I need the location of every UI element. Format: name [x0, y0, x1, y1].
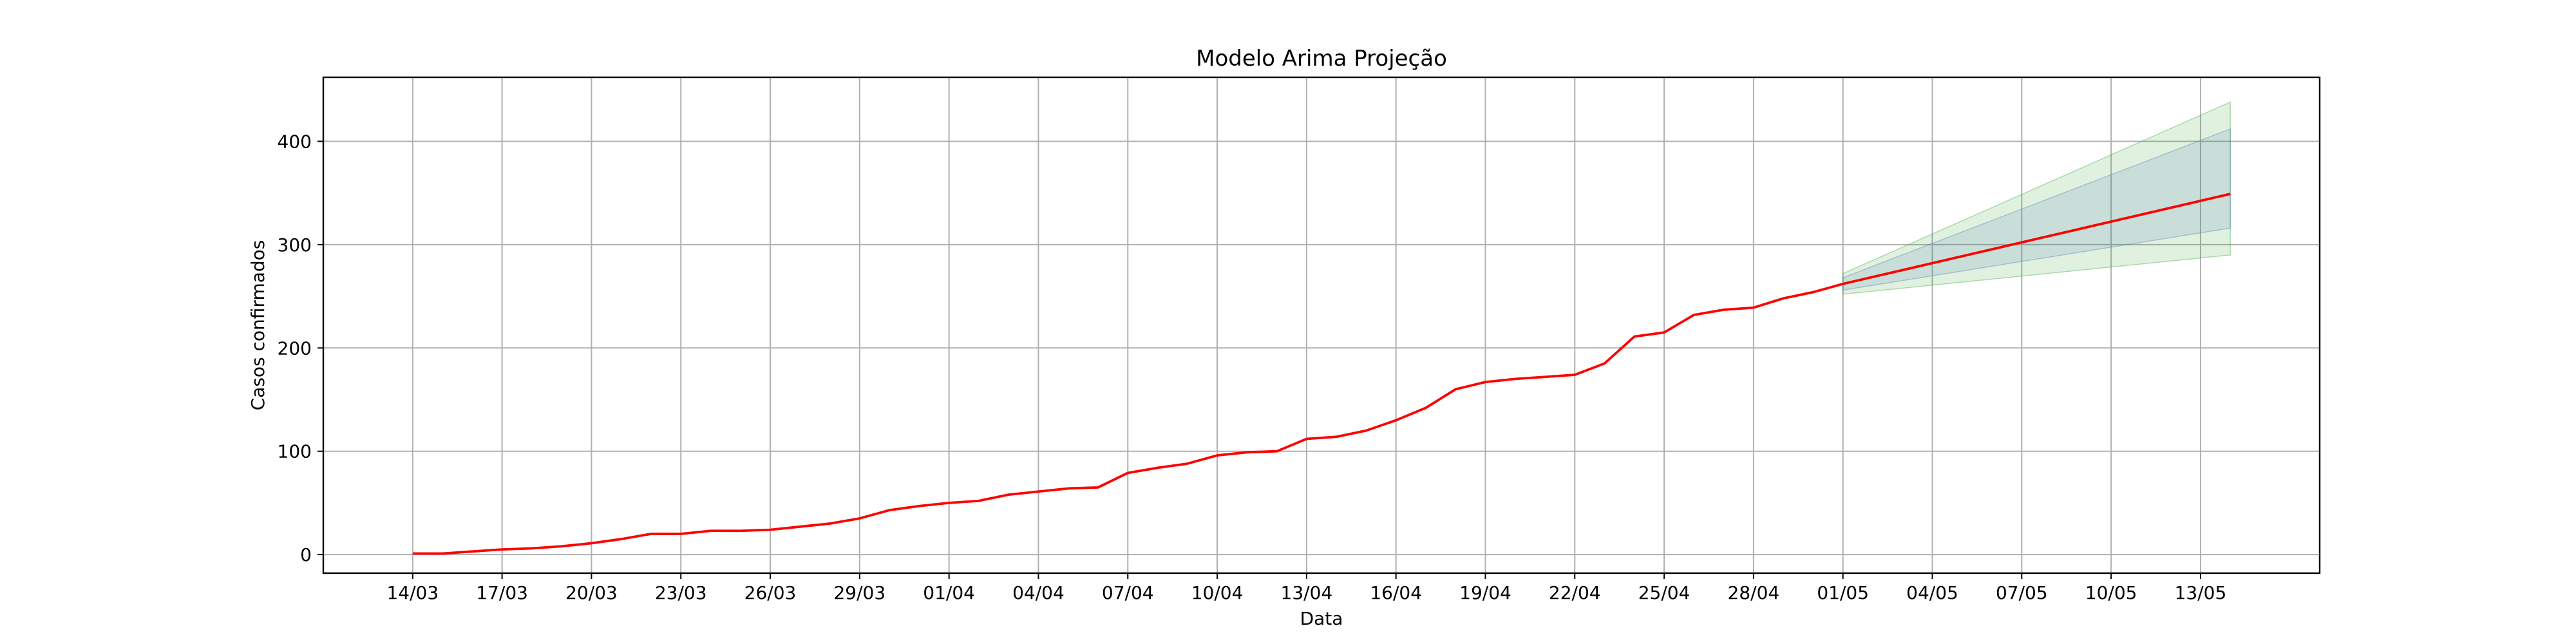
series-line [412, 193, 2231, 555]
x-tick-label: 01/04 [923, 582, 975, 603]
x-tick-label: 28/04 [1728, 582, 1780, 603]
outer-confidence-band [1842, 101, 2231, 295]
x-tick-label: 01/05 [1817, 582, 1869, 603]
y-tick-label: 100 [278, 441, 312, 462]
confidence-bands [1842, 101, 2231, 295]
x-tick-label: 20/03 [565, 582, 618, 603]
x-tick-label: 25/04 [1638, 582, 1690, 603]
y-tick-label: 400 [278, 131, 312, 152]
x-tick-label: 23/03 [655, 582, 707, 603]
x-tick-label: 14/03 [386, 582, 439, 603]
x-tick-label: 04/05 [1906, 582, 1958, 603]
x-tick-label: 13/05 [2175, 582, 2227, 603]
x-tick-label: 10/05 [2085, 582, 2137, 603]
x-tick-label: 13/04 [1281, 582, 1333, 603]
y-tick-label: 300 [278, 234, 312, 256]
data-series [412, 193, 2231, 555]
chart-title: Modelo Arima Projeção [1196, 46, 1447, 71]
plot-area-frame [322, 76, 2321, 574]
x-tick-label: 10/04 [1191, 582, 1244, 603]
x-tick-label: 16/04 [1370, 582, 1422, 603]
x-tick-label: 04/04 [1012, 582, 1065, 603]
x-tick-label: 29/03 [833, 582, 886, 603]
y-axis-label: Casos confirmados [247, 240, 269, 411]
x-tick-label: 19/04 [1459, 582, 1511, 603]
x-tick-label: 07/04 [1102, 582, 1154, 603]
x-tick-label: 26/03 [744, 582, 797, 603]
axis-ticks: 14/03 17/03 20/03 23/03 26/03 29/03 01/04 04/04… [278, 131, 2227, 603]
x-tick-label: 17/03 [476, 582, 528, 603]
y-tick-label: 0 [300, 544, 312, 565]
x-axis-label: Data [1300, 608, 1343, 629]
x-tick-label: 07/05 [1996, 582, 2048, 603]
grid-lines [323, 77, 2320, 573]
y-tick-label: 200 [278, 337, 312, 359]
x-tick-label: 22/04 [1549, 582, 1601, 603]
inner-confidence-band [1842, 128, 2231, 291]
